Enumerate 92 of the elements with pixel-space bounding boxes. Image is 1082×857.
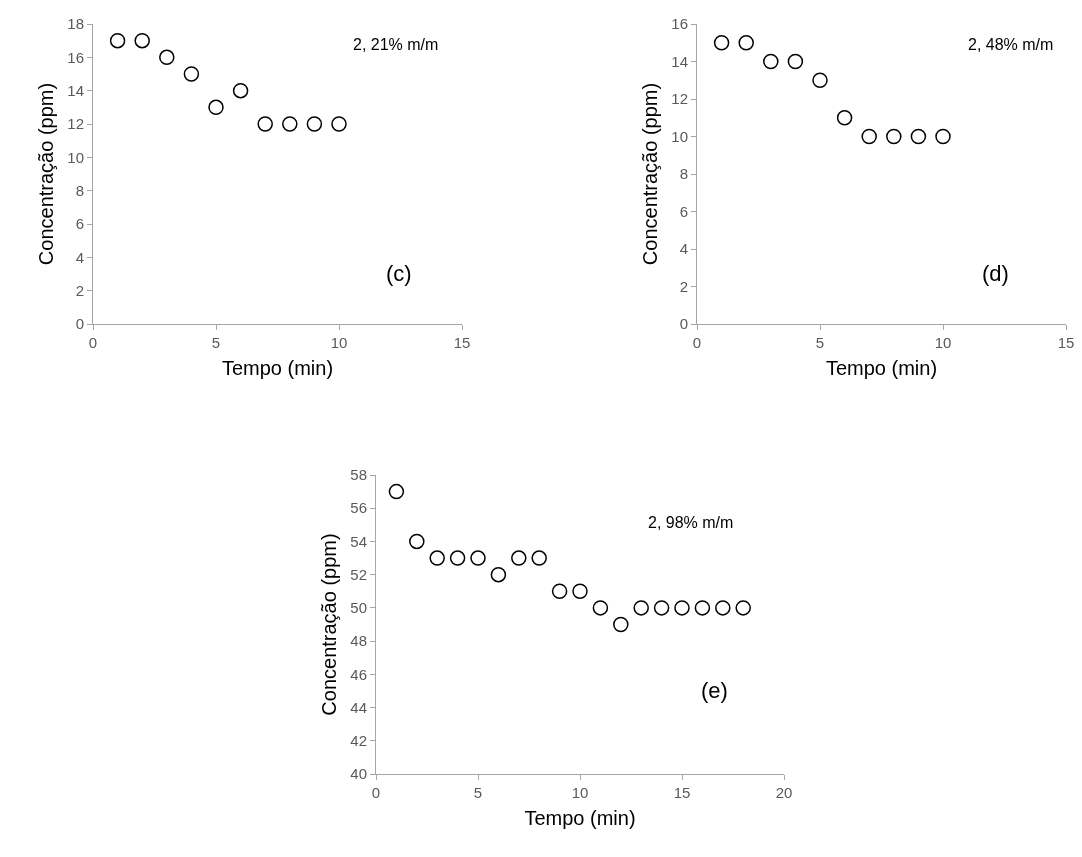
y-tick-label: 46: [350, 665, 367, 683]
point: [910, 128, 927, 145]
point: [232, 82, 249, 99]
x-tick-label: 0: [371, 784, 381, 801]
x-tick-label: 15: [1057, 334, 1075, 351]
point: [306, 116, 323, 132]
point: [183, 66, 200, 82]
y-tick-label: 50: [350, 599, 367, 617]
point: [886, 128, 902, 145]
point: [715, 600, 731, 616]
y-tick-label: 10: [67, 148, 84, 166]
point: [109, 32, 126, 49]
y-tick-label: 16: [671, 15, 688, 33]
point: [613, 616, 629, 633]
point: [653, 600, 670, 616]
y-tick-label: 52: [350, 565, 367, 583]
point: [674, 600, 690, 616]
x-tick-label: 10: [330, 334, 348, 351]
y-tick-label: 16: [67, 48, 84, 66]
x-tick-label: 15: [453, 334, 471, 351]
x-axis-title: Tempo (min): [825, 356, 938, 379]
y-tick-label: 54: [350, 532, 367, 550]
y-tick-label: 12: [67, 115, 84, 133]
point: [738, 35, 754, 51]
y-tick-label: 56: [350, 499, 367, 517]
y-axis-title: Concentração (ppm): [638, 82, 661, 266]
y-axis-title: Concentração (ppm): [34, 82, 57, 266]
y-tick-label: 42: [350, 732, 367, 750]
point: [282, 116, 298, 132]
y-tick-label: 4: [679, 240, 688, 258]
x-tick-label: 10: [571, 784, 589, 801]
y-tick-label: 40: [350, 765, 367, 783]
y-tick-label: 6: [75, 215, 84, 233]
x-tick-label: 5: [211, 334, 221, 351]
y-tick-label: 2: [679, 277, 688, 295]
point: [592, 600, 609, 616]
point: [159, 49, 175, 66]
x-tick-label: 15: [673, 784, 691, 801]
y-tick-label: 44: [350, 698, 367, 716]
point: [694, 600, 711, 616]
y-tick-label: 48: [350, 632, 367, 650]
x-tick-label: 20: [775, 784, 793, 801]
annotation: (c): [386, 261, 412, 286]
x-axis-title: Tempo (min): [221, 356, 334, 379]
y-tick-label: 58: [350, 466, 367, 484]
point: [134, 32, 150, 49]
y-tick-label: 6: [679, 202, 688, 220]
y-axis-title: Concentração (ppm): [317, 533, 340, 716]
point: [713, 35, 730, 51]
x-axis-title: Tempo (min): [524, 806, 636, 829]
x-tick-label: 10: [934, 334, 952, 351]
y-tick-label: 12: [671, 90, 688, 108]
point: [449, 550, 466, 566]
point: [257, 116, 273, 132]
annotation: (d): [982, 261, 1009, 286]
x-tick-label: 0: [88, 334, 98, 351]
point: [429, 550, 445, 566]
y-tick-label: 10: [671, 127, 688, 145]
point: [787, 53, 804, 70]
y-tick-label: 0: [679, 315, 688, 333]
annotation: (e): [701, 678, 728, 703]
point: [490, 566, 507, 583]
y-tick-label: 4: [75, 248, 84, 266]
point: [812, 72, 828, 88]
y-tick-label: 2: [75, 281, 84, 299]
point: [208, 99, 224, 116]
point: [409, 533, 425, 550]
point: [861, 128, 877, 145]
point: [388, 483, 405, 500]
annotation: 2, 98% m/m: [648, 514, 734, 531]
y-tick-label: 8: [679, 165, 688, 183]
y-tick-label: 14: [67, 81, 84, 99]
point: [511, 550, 527, 566]
x-tick-label: 5: [815, 334, 825, 351]
point: [763, 53, 779, 70]
x-tick-label: 5: [473, 784, 483, 801]
annotation: 2, 48% m/m: [968, 36, 1054, 53]
point: [836, 110, 853, 126]
y-tick-label: 8: [75, 181, 84, 199]
point: [470, 550, 486, 566]
point: [935, 128, 951, 145]
point: [531, 550, 547, 566]
point: [633, 600, 649, 616]
point: [735, 600, 751, 616]
x-tick-label: 0: [692, 334, 702, 351]
point: [331, 116, 347, 132]
annotation: 2, 21% m/m: [353, 36, 439, 53]
point: [572, 583, 588, 600]
y-tick-label: 14: [671, 52, 688, 70]
y-tick-label: 0: [75, 315, 84, 333]
point: [551, 583, 568, 600]
y-tick-label: 18: [67, 15, 84, 33]
